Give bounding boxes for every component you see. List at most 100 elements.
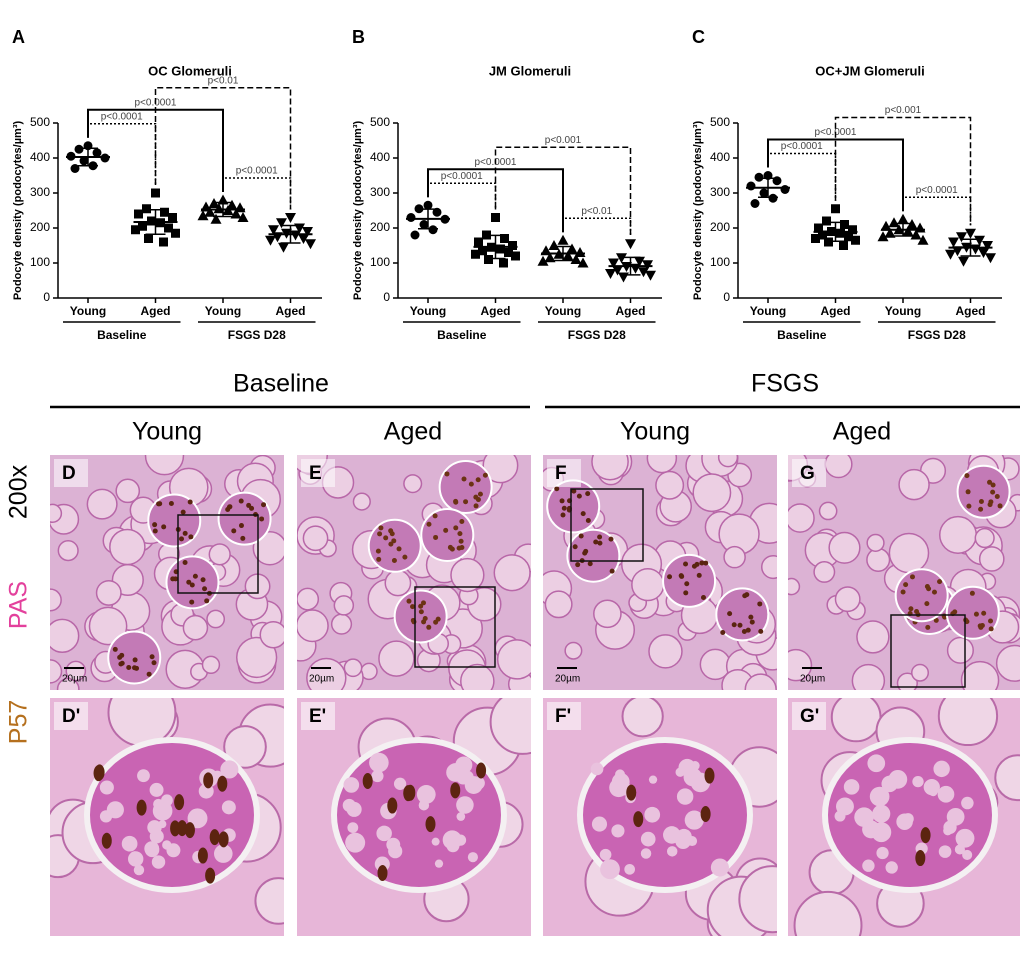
nucleus [749, 619, 755, 625]
data-point [952, 246, 963, 257]
glomerulus [662, 553, 717, 608]
label-backdrop [792, 459, 826, 487]
data-point [917, 234, 929, 245]
data-point [645, 270, 656, 281]
significance-bracket [767, 138, 904, 212]
tubule [482, 455, 519, 484]
capillary [371, 769, 384, 783]
data-point [839, 241, 848, 250]
nucleus [458, 538, 464, 544]
significance-bracket [834, 116, 972, 226]
capillary [99, 780, 114, 795]
tubule [208, 543, 231, 566]
capillary [446, 839, 460, 853]
panel-label: E' [309, 706, 326, 727]
nucleus [240, 535, 246, 541]
tubule [995, 644, 1020, 682]
data-point [836, 228, 845, 238]
scale-bar-label: 20µm [800, 674, 825, 685]
nucleus [420, 600, 426, 606]
data-point [844, 232, 853, 242]
data-point [511, 251, 520, 261]
nucleus [931, 589, 937, 595]
capillary [611, 824, 625, 838]
nucleus [119, 652, 125, 658]
data-point [508, 241, 517, 250]
nucleus [969, 590, 975, 596]
nucleus [583, 548, 589, 554]
capillary [881, 775, 898, 793]
tubule [938, 515, 978, 554]
nucleus [700, 594, 706, 600]
capillary [683, 767, 703, 787]
cell [621, 698, 664, 738]
data-point [880, 220, 892, 231]
data-point [548, 240, 560, 250]
capillary [106, 801, 124, 819]
nucleus [377, 865, 388, 882]
nucleus [463, 499, 469, 505]
nucleus [973, 611, 979, 617]
p-value-label: p<0.01 [581, 206, 612, 217]
group-label: FSGS D28 [908, 328, 966, 342]
tubule [896, 672, 918, 690]
label-backdrop [792, 702, 826, 730]
nucleus [593, 539, 599, 545]
label-backdrop [301, 459, 335, 487]
data-point [577, 257, 589, 268]
data-point [151, 188, 160, 198]
nucleus [200, 577, 206, 583]
cell [937, 698, 999, 747]
nucleus [149, 654, 155, 660]
nucleus [389, 531, 395, 537]
data-point [478, 246, 487, 256]
nucleus [443, 527, 449, 533]
nucleus [405, 784, 416, 801]
capillary [600, 859, 620, 880]
y-tick-label: 0 [723, 290, 730, 304]
nucleus [118, 661, 124, 667]
nucleus [597, 534, 603, 540]
capillary [386, 837, 401, 852]
capillary [872, 804, 891, 823]
nucleus [453, 499, 459, 505]
tubule [788, 577, 801, 596]
x-tick-label: Aged [481, 304, 511, 318]
scale-bar-label: 20µm [555, 674, 580, 685]
y-tick-label: 200 [370, 220, 390, 234]
nucleus [156, 501, 162, 507]
data-point [410, 230, 420, 240]
data-point [265, 235, 276, 246]
data-point [982, 241, 993, 251]
data-point [423, 200, 433, 210]
nucleus [476, 762, 487, 779]
nucleus [406, 598, 412, 604]
data-point [164, 223, 173, 233]
data-point [138, 221, 147, 231]
label-backdrop [54, 702, 88, 730]
capillary [676, 788, 694, 805]
nucleus [990, 489, 996, 495]
p-value-label: p<0.0001 [101, 111, 143, 122]
data-point [298, 234, 309, 244]
nucleus [101, 832, 112, 849]
nucleus [93, 765, 104, 782]
capillary [835, 797, 854, 816]
data-point [831, 204, 840, 214]
nucleus [703, 560, 709, 566]
inset-box [414, 586, 496, 668]
data-point [822, 216, 831, 226]
tubule [866, 547, 891, 572]
capillary [144, 841, 160, 857]
capillary [133, 864, 145, 876]
micrograph: 20µm D [50, 455, 284, 690]
x-tick-label: Young [205, 304, 241, 318]
data-point [818, 230, 827, 240]
chart: A OC Glomeruli Podocyte density (podocytes… [12, 27, 322, 342]
capillary [191, 812, 201, 822]
data-point [945, 249, 956, 260]
nucleus [748, 614, 754, 620]
y-tick-label: 100 [710, 255, 730, 269]
y-tick-label: 500 [710, 115, 730, 129]
nucleus [205, 867, 216, 884]
